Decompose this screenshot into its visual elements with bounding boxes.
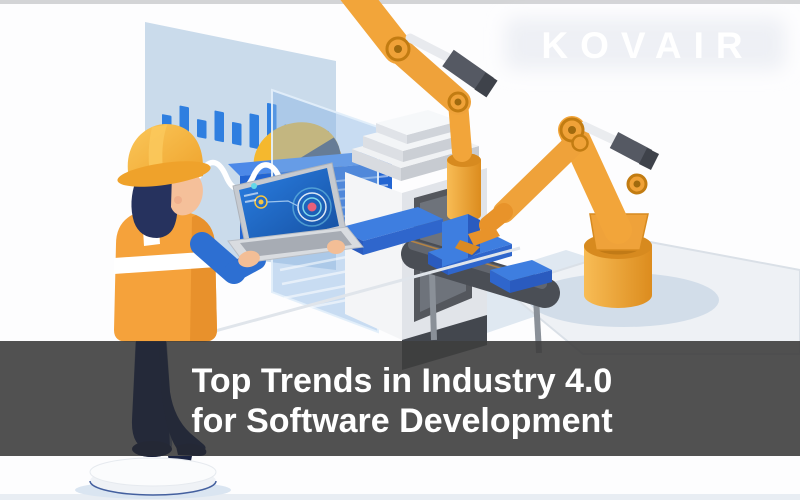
worker-ear: [174, 196, 182, 204]
bar: [232, 122, 242, 146]
gripper-finger: [455, 240, 480, 255]
conveyor-part-flat: [490, 260, 552, 293]
piston-rod: [405, 33, 452, 62]
banner: Top Trends in Industry 4.0 for Software …: [0, 341, 800, 457]
arm-joint: [571, 134, 589, 152]
bench-edge: [181, 246, 521, 342]
pedestal: [75, 456, 231, 499]
banner-title-line1: Top Trends in Industry 4.0: [192, 362, 613, 400]
robot-arm-right: [455, 116, 660, 308]
screen-target-dot: [307, 202, 317, 212]
bottom-border-strip: [0, 494, 800, 500]
robot-arm-left: [340, 0, 498, 222]
gripper-finger: [468, 226, 500, 246]
worker-legs-silhouette: [131, 341, 207, 457]
laptop: [227, 162, 364, 264]
banner-title-line2: for Software Development: [191, 402, 612, 440]
conveyor-leg: [429, 271, 437, 341]
worker-hair: [131, 180, 178, 238]
logo-kovair: KOVAIR: [505, 18, 785, 70]
bar: [249, 113, 259, 150]
top-border-strip: [0, 0, 800, 4]
gripper-head: [609, 132, 653, 166]
logo-text: KOVAIR: [541, 25, 754, 66]
vest-stripe: [114, 251, 217, 274]
worker-hand: [327, 240, 345, 254]
hard-hat: [117, 124, 211, 187]
worker-hand: [238, 250, 260, 268]
piston-rod: [579, 121, 621, 146]
bar: [197, 119, 207, 139]
arm-hand: [479, 203, 513, 234]
logo-backdrop: [505, 18, 785, 70]
bar: [214, 110, 224, 143]
